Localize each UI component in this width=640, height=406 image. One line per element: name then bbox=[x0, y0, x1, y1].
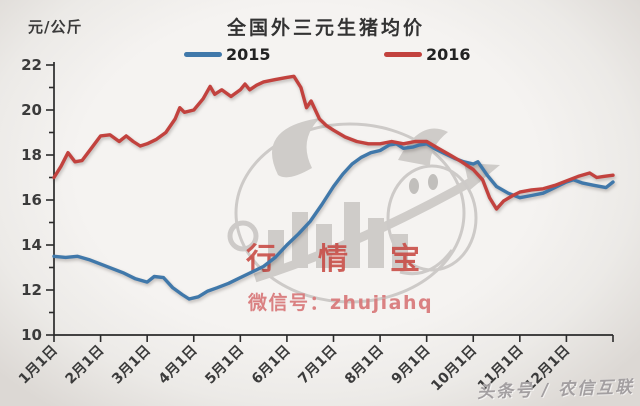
x-tick-label: 9月1日 bbox=[389, 343, 434, 388]
x-tick-label: 7月1日 bbox=[295, 343, 340, 388]
legend-item-2015: 2015 bbox=[184, 45, 271, 64]
y-tick-label: 20 bbox=[21, 101, 42, 119]
x-tick-label: 4月1日 bbox=[156, 343, 201, 388]
x-tick-label: 6月1日 bbox=[249, 343, 294, 388]
x-tick-label: 1月1日 bbox=[16, 343, 61, 388]
y-tick-label: 16 bbox=[21, 191, 42, 209]
watermark-brand-text: 行情宝 bbox=[245, 242, 462, 277]
legend-line-swatch-2015 bbox=[184, 52, 222, 57]
y-tick-label: 22 bbox=[21, 56, 42, 74]
series-line-2015 bbox=[52, 142, 615, 301]
series-line-2016 bbox=[52, 74, 615, 211]
legend-line-swatch-2016 bbox=[384, 52, 422, 57]
x-tick-label: 5月1日 bbox=[202, 343, 247, 388]
legend-item-2016: 2016 bbox=[384, 45, 471, 64]
x-tick-label: 3月1日 bbox=[109, 343, 154, 388]
y-tick-label: 10 bbox=[21, 326, 42, 344]
x-tick-label: 10月1日 bbox=[428, 343, 480, 395]
watermark-wechat-id: 微信号：zhujiahq bbox=[247, 291, 433, 314]
chart-title: 全国外三元生猪均价 bbox=[226, 17, 425, 39]
y-tick-label: 12 bbox=[21, 281, 42, 299]
legend: 2015 2016 bbox=[0, 45, 640, 65]
pig-eye-icon bbox=[409, 178, 419, 194]
x-tick-label: 8月1日 bbox=[342, 343, 387, 388]
y-axis-unit-label: 元/公斤 bbox=[28, 18, 83, 36]
pig-tail-icon bbox=[227, 220, 259, 252]
pig-ear-icon bbox=[271, 118, 320, 178]
legend-label-2016: 2016 bbox=[426, 45, 471, 64]
legend-label-2015: 2015 bbox=[226, 45, 271, 64]
data-series bbox=[52, 74, 615, 301]
pig-eye-icon bbox=[428, 174, 438, 190]
pig-head-icon bbox=[271, 118, 478, 276]
x-tick-label: 2月1日 bbox=[63, 343, 108, 388]
y-tick-label: 14 bbox=[21, 236, 42, 254]
y-tick-label: 18 bbox=[21, 146, 42, 164]
